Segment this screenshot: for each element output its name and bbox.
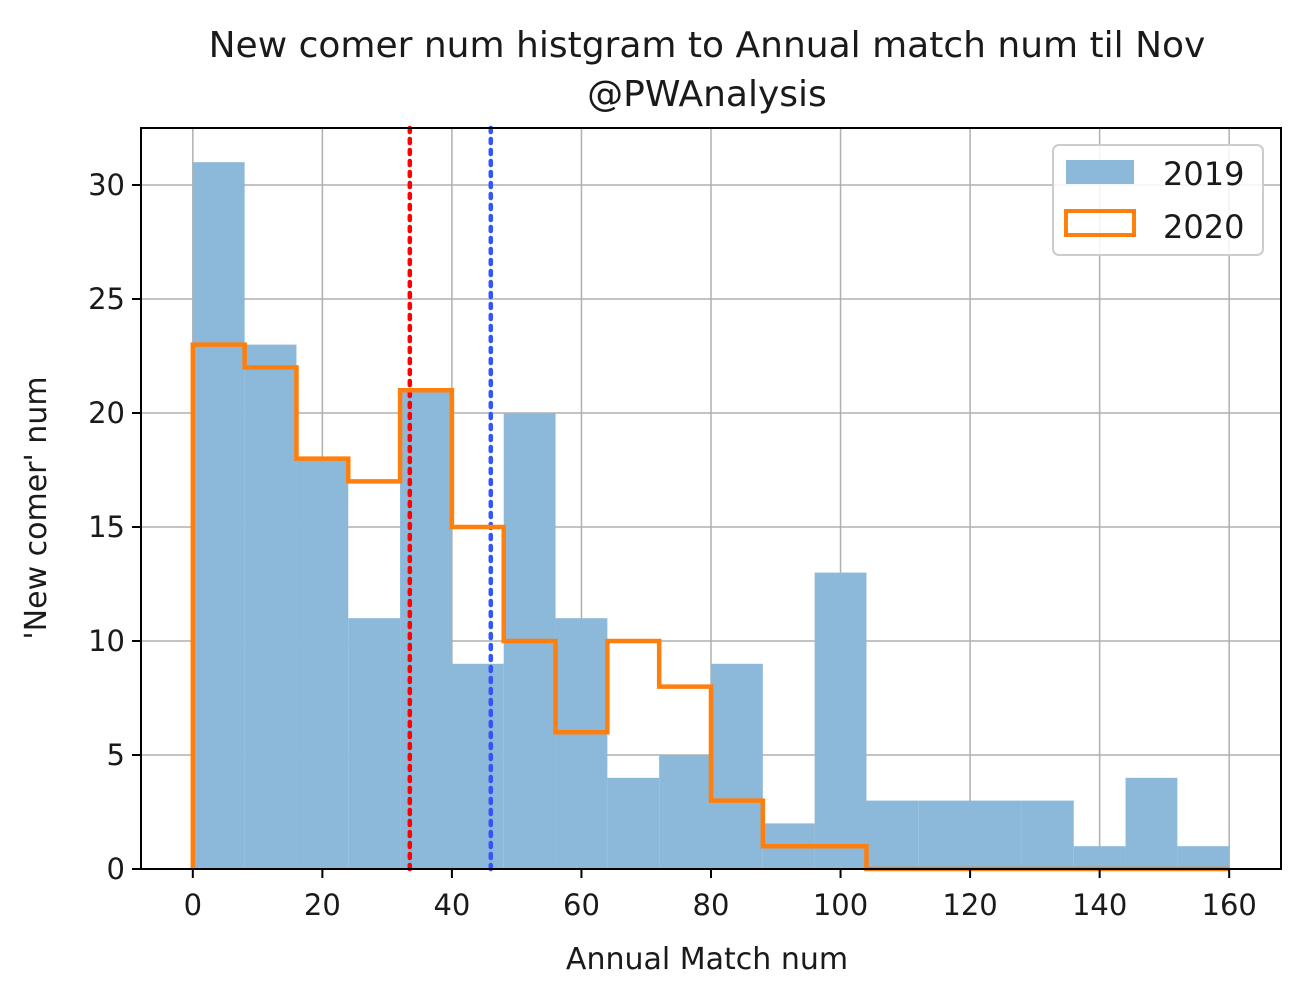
bar-2019 xyxy=(1073,846,1126,869)
chart-title: New comer num histgram to Annual match n… xyxy=(209,25,1206,66)
legend-label-2020: 2020 xyxy=(1163,208,1244,246)
x-tick-label: 120 xyxy=(942,888,997,922)
bar-2019 xyxy=(659,755,711,869)
y-tick-label: 20 xyxy=(88,396,125,430)
bar-2019 xyxy=(711,663,763,869)
bar-2019 xyxy=(1125,777,1178,869)
legend-label-2019: 2019 xyxy=(1163,155,1244,193)
bar-2019 xyxy=(1021,800,1074,869)
y-tick-label: 10 xyxy=(88,624,125,658)
bar-2019 xyxy=(348,618,401,869)
legend-swatch-2020 xyxy=(1064,209,1136,237)
x-tick-label: 160 xyxy=(1202,888,1257,922)
x-tick-label: 80 xyxy=(693,888,730,922)
y-tick-label: 25 xyxy=(88,282,125,316)
bar-2019 xyxy=(918,800,971,869)
bar-2019 xyxy=(607,777,660,869)
bar-2019 xyxy=(555,618,608,869)
bar-2019 xyxy=(451,663,504,869)
x-axis-label: Annual Match num xyxy=(566,942,848,977)
bar-2019 xyxy=(866,800,919,869)
y-ticks: 0 5 10 15 20 25 30 xyxy=(88,168,141,886)
bar-2019 xyxy=(192,162,245,869)
bar-2019 xyxy=(244,344,297,870)
x-tick-label: 100 xyxy=(813,888,868,922)
x-tick-label: 40 xyxy=(433,888,470,922)
x-tick-label: 20 xyxy=(304,888,341,922)
x-tick-label: 140 xyxy=(1072,888,1127,922)
y-tick-label: 0 xyxy=(107,852,125,886)
x-ticks: 0 20 40 60 80 100 120 140 160 xyxy=(184,869,1257,922)
bar-2019 xyxy=(296,458,349,869)
reference-lines-layer xyxy=(407,125,494,872)
y-tick-label: 5 xyxy=(107,738,125,772)
y-tick-label: 30 xyxy=(88,168,125,202)
x-tick-label: 0 xyxy=(184,888,202,922)
chart-subtitle: @PWAnalysis xyxy=(587,74,827,115)
bar-2019 xyxy=(970,800,1022,869)
y-axis-label: 'New comer' num xyxy=(19,376,54,639)
x-tick-label: 60 xyxy=(563,888,600,922)
legend: 2019 2020 xyxy=(1052,144,1264,256)
legend-swatch-2019 xyxy=(1066,160,1134,184)
y-tick-label: 15 xyxy=(88,510,125,544)
bar-2019 xyxy=(1177,846,1230,869)
bar-2019 xyxy=(814,572,867,869)
